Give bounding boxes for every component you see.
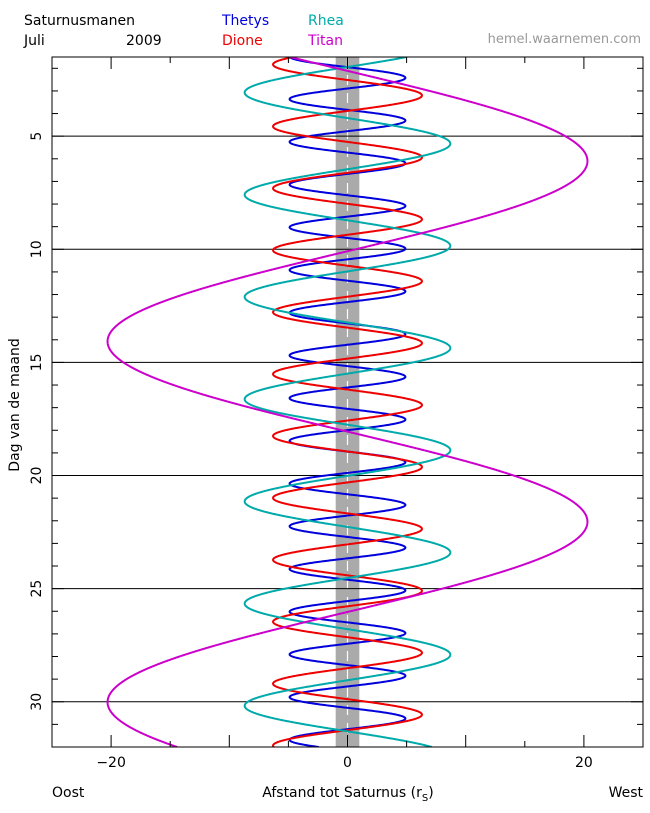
legend-dione: Dione xyxy=(222,33,263,49)
legend-titan: Titan xyxy=(307,33,343,49)
y-tick-label: 30 xyxy=(29,693,45,711)
legend: Thetys Dione Rhea Titan xyxy=(221,13,344,49)
axis-ticks xyxy=(51,57,644,748)
x-tick-labels: −20 0 20 xyxy=(96,755,592,771)
chart-title: Saturnusmanen xyxy=(24,13,135,29)
gridlines xyxy=(52,135,643,703)
y-tick-label: 10 xyxy=(29,240,45,258)
x-tick-label: 0 xyxy=(343,755,352,771)
month-label: Juli xyxy=(23,33,45,49)
x-tick-label: −20 xyxy=(96,755,126,771)
credit-label: hemel.waarnemen.com xyxy=(488,32,641,47)
y-tick-label: 5 xyxy=(29,132,45,141)
series-dione xyxy=(272,57,423,747)
west-label: West xyxy=(609,785,644,801)
x-axis-label-close: ) xyxy=(428,785,433,801)
east-label: Oost xyxy=(52,785,85,801)
y-tick-labels: 5 10 15 20 25 30 xyxy=(29,132,45,711)
series-rhea xyxy=(243,57,452,747)
y-axis-label: Dag van de maand xyxy=(7,338,23,471)
legend-thetys: Thetys xyxy=(221,13,269,29)
x-axis-label-main: Afstand tot Saturnus (r xyxy=(262,785,422,801)
x-tick-label: 20 xyxy=(575,755,593,771)
x-axis-label-subscript: S xyxy=(422,793,428,804)
moon-series xyxy=(106,57,589,747)
x-axis-label: Afstand tot Saturnus (rS) xyxy=(262,785,433,804)
y-tick-label: 20 xyxy=(29,467,45,485)
year-label: 2009 xyxy=(126,33,162,49)
y-tick-label: 25 xyxy=(29,580,45,598)
series-titan xyxy=(106,57,589,747)
y-tick-label: 15 xyxy=(29,353,45,371)
legend-rhea: Rhea xyxy=(308,13,344,29)
series-thetys xyxy=(288,57,407,747)
